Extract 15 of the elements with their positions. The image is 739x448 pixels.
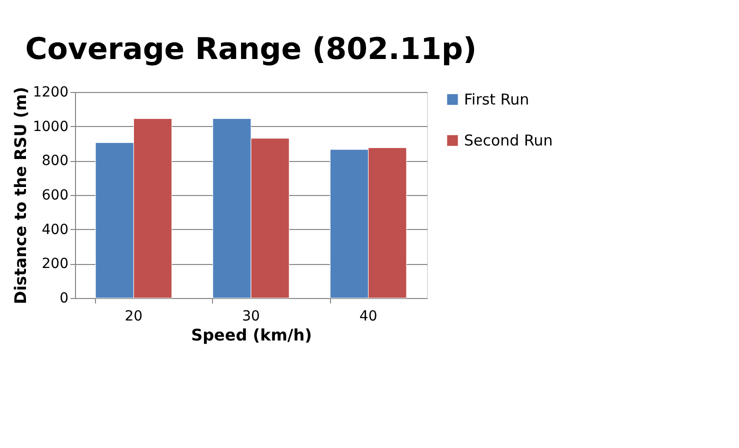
x-tick-label: 30 [242,308,260,324]
legend-label: Second Run [464,132,553,150]
y-tick-label: 800 [42,153,68,170]
y-tick-label: 400 [42,222,68,238]
y-axis-title: Distance to the RSU (m) [10,86,30,304]
chart-title: Coverage Range (802.11p) [25,32,477,67]
y-tick-label: 200 [42,256,68,272]
y-tick-label: 600 [42,188,68,204]
y-tick-label: 1200 [32,84,68,100]
x-axis-title: Speed (km/h) [191,326,312,344]
y-tick-label: 0 [60,290,68,306]
x-tick-label: 20 [124,308,143,324]
x-tick-label: 40 [359,308,378,324]
y-tick-label: 1000 [32,118,68,135]
legend-label: First Run [464,90,530,108]
